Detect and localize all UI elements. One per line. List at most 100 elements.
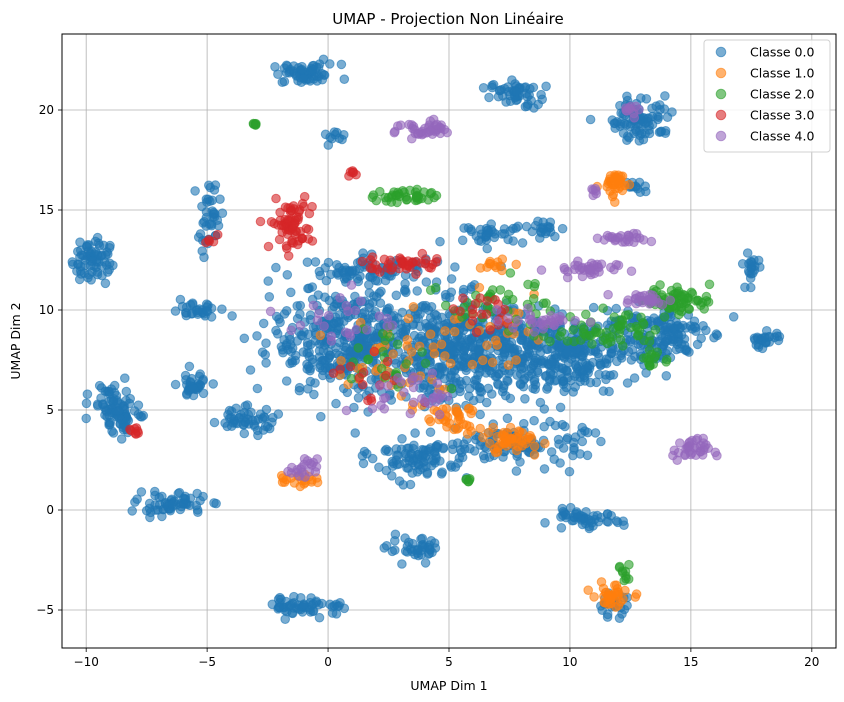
scatter-point — [449, 326, 460, 337]
scatter-point — [479, 453, 490, 464]
scatter-point — [298, 347, 309, 357]
scatter-point — [547, 357, 558, 367]
scatter-point — [136, 487, 147, 497]
scatter-point — [557, 374, 567, 384]
scatter-point — [588, 511, 599, 521]
y-tick-label: −5 — [36, 603, 54, 617]
scatter-point — [323, 310, 334, 321]
scatter-point — [365, 255, 376, 265]
scatter-point — [421, 255, 431, 266]
scatter-point — [376, 286, 386, 297]
scatter-point — [617, 316, 628, 326]
scatter-point — [676, 330, 687, 340]
scatter-point — [340, 345, 350, 356]
scatter-point — [261, 338, 271, 349]
scatter-point — [289, 591, 299, 602]
x-tick-label: 5 — [445, 655, 453, 669]
scatter-point — [475, 367, 485, 377]
scatter-point — [371, 195, 382, 206]
scatter-point — [614, 613, 625, 624]
scatter-point — [129, 406, 140, 416]
scatter-point — [280, 614, 291, 625]
scatter-point — [737, 259, 748, 269]
scatter-point — [470, 299, 481, 309]
scatter-point — [746, 282, 756, 293]
scatter-point — [468, 309, 478, 319]
scatter-point — [471, 327, 482, 338]
scatter-point — [550, 231, 560, 242]
scatter-point — [542, 384, 552, 394]
scatter-point — [481, 397, 492, 408]
scatter-point — [585, 265, 596, 276]
scatter-point — [286, 287, 296, 298]
scatter-point — [523, 99, 533, 109]
scatter-point — [308, 300, 319, 311]
scatter-point — [332, 260, 342, 270]
scatter-point — [415, 321, 425, 332]
scatter-point — [184, 361, 195, 372]
scatter-point — [442, 412, 453, 422]
scatter-point — [432, 119, 442, 130]
scatter-point — [337, 134, 347, 145]
scatter-point — [568, 387, 579, 397]
scatter-point — [367, 403, 378, 414]
scatter-point — [458, 293, 468, 304]
scatter-point — [757, 343, 768, 354]
scatter-point — [202, 306, 213, 317]
scatter-point — [250, 120, 261, 130]
scatter-point — [392, 190, 402, 201]
scatter-point — [482, 340, 492, 351]
scatter-point — [511, 355, 521, 365]
scatter-point — [641, 186, 651, 197]
scatter-point — [245, 365, 256, 375]
scatter-point — [611, 602, 621, 612]
scatter-point — [298, 600, 309, 610]
scatter-point — [446, 462, 457, 472]
scatter-point — [653, 114, 663, 125]
scatter-point — [513, 315, 523, 326]
scatter-point — [601, 374, 611, 385]
scatter-point — [638, 353, 649, 363]
scatter-point — [624, 236, 634, 247]
scatter-point — [195, 229, 206, 239]
scatter-point — [404, 455, 415, 466]
scatter-point — [412, 191, 422, 201]
y-tick-label: 10 — [39, 303, 54, 317]
scatter-point — [585, 317, 596, 328]
scatter-point — [710, 447, 721, 458]
scatter-point — [753, 255, 764, 266]
scatter-point — [294, 385, 305, 396]
scatter-point — [459, 346, 470, 356]
scatter-point — [385, 331, 395, 342]
scatter-point — [536, 89, 546, 100]
scatter-point — [323, 140, 334, 150]
scatter-point — [100, 278, 111, 289]
scatter-point — [283, 203, 293, 213]
scatter-point — [120, 373, 130, 384]
scatter-point — [411, 269, 421, 280]
scatter-point — [76, 250, 87, 260]
scatter-point — [624, 559, 634, 570]
scatter-point — [614, 561, 625, 572]
scatter-point — [492, 305, 502, 315]
scatter-point — [596, 577, 607, 587]
scatter-point — [229, 414, 239, 425]
scatter-point — [624, 179, 635, 190]
scatter-point — [685, 437, 695, 447]
scatter-point — [674, 309, 684, 320]
scatter-point — [570, 315, 581, 326]
scatter-point — [440, 289, 451, 300]
scatter-point — [345, 331, 356, 342]
scatter-point — [589, 592, 599, 602]
scatter-point — [197, 201, 207, 212]
scatter-point — [197, 246, 207, 256]
scatter-point — [696, 333, 707, 344]
scatter-point — [591, 377, 602, 388]
scatter-point — [83, 272, 93, 283]
scatter-point — [260, 421, 271, 432]
scatter-point — [545, 416, 555, 427]
scatter-point — [643, 295, 653, 305]
scatter-point — [431, 257, 441, 268]
scatter-point — [350, 428, 361, 438]
scatter-point — [387, 546, 398, 557]
